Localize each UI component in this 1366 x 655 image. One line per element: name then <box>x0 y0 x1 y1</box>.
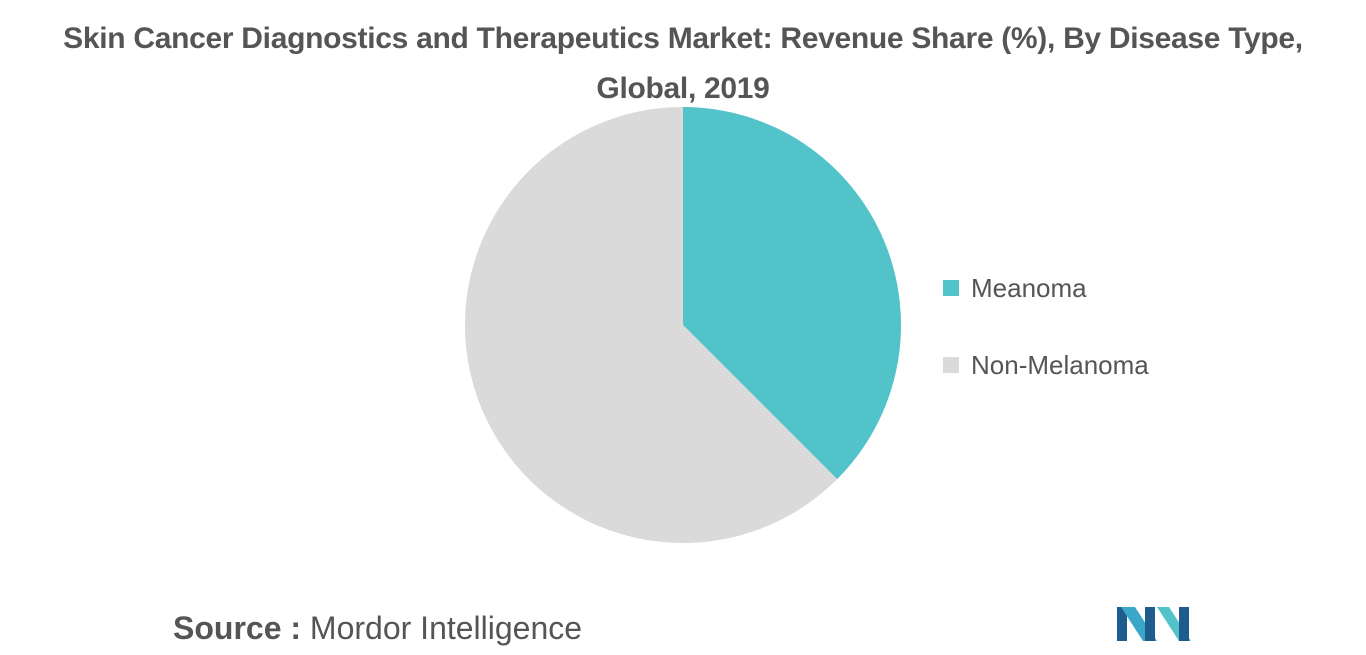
legend-item-meanoma: Meanoma <box>943 270 1149 306</box>
mordor-intelligence-logo-icon <box>1117 607 1191 641</box>
legend-label-meanoma: Meanoma <box>971 272 1087 303</box>
source-name: Mordor Intelligence <box>309 610 583 646</box>
pie-slice-non-melanoma <box>464 107 838 543</box>
source-label: Source : <box>173 610 302 646</box>
legend-label-non-melanoma: Non-Melanoma <box>971 349 1149 380</box>
chart-title-line-1: Skin Cancer Diagnostics and Therapeutics… <box>63 22 1303 55</box>
chart-title-line-2: Global, 2019 <box>596 72 770 105</box>
chart-title: Skin Cancer Diagnostics and Therapeutics… <box>0 14 1366 114</box>
pie-slice-meanoma <box>683 107 902 480</box>
legend: Meanoma Non-Melanoma <box>943 270 1149 424</box>
source-note: Source : Mordor Intelligence <box>173 606 582 650</box>
legend-item-non-melanoma: Non-Melanoma <box>943 347 1149 383</box>
legend-swatch-non-melanoma <box>943 357 959 373</box>
pie-slices <box>464 107 902 543</box>
legend-swatch-meanoma <box>943 280 959 296</box>
